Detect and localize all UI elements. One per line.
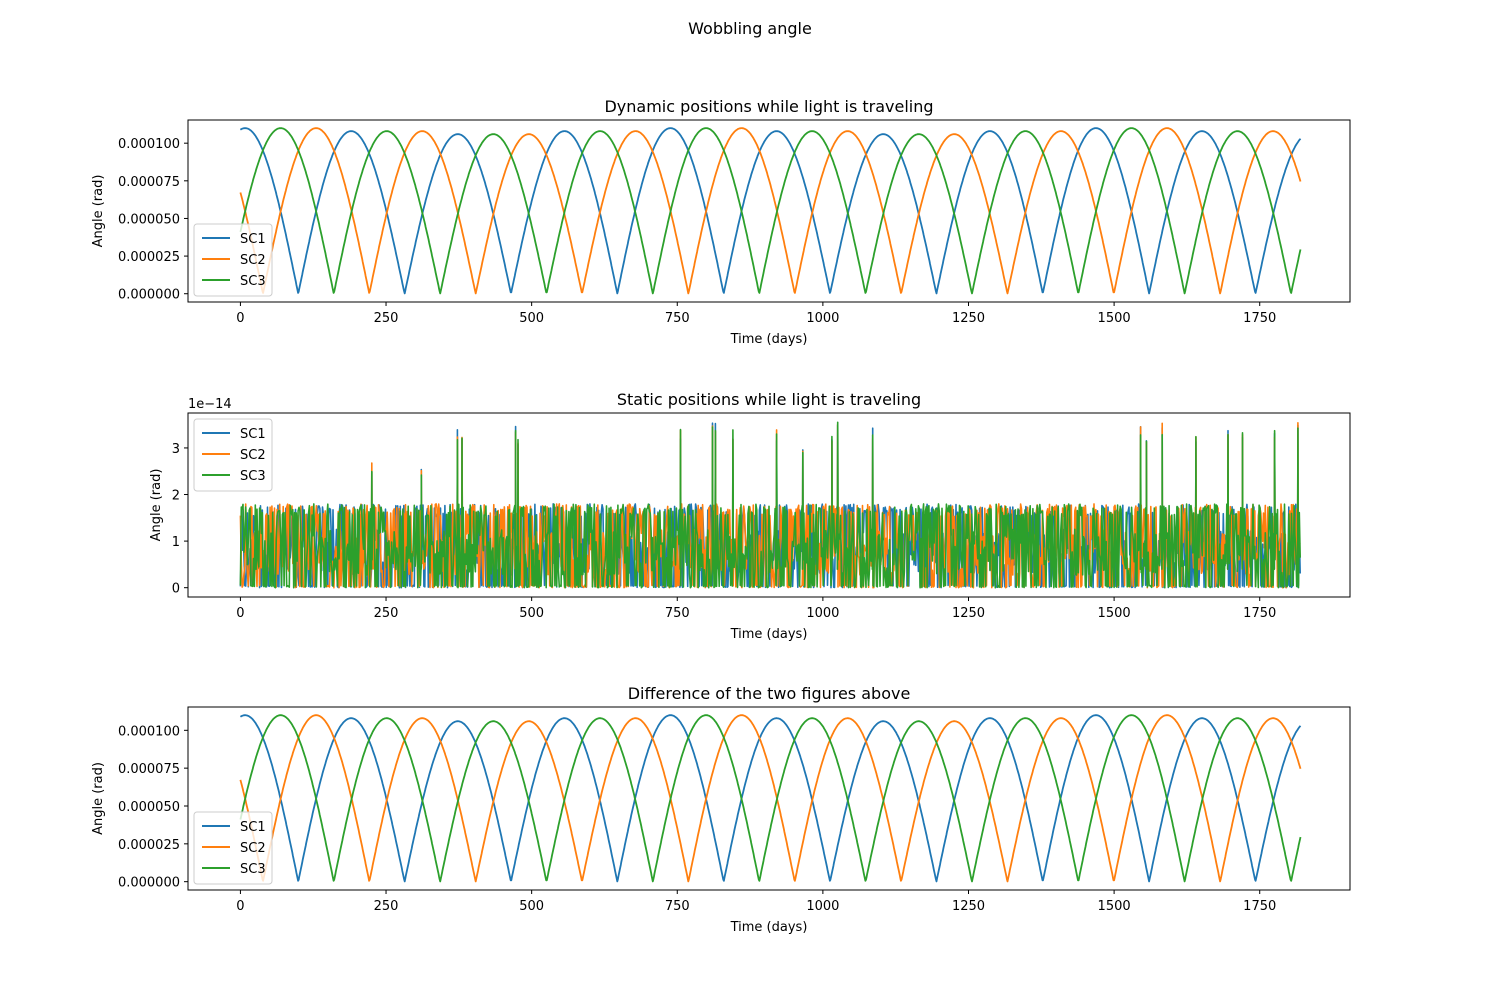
x-tick-label: 1250 — [952, 899, 985, 914]
y-tick-label: 2 — [172, 489, 180, 504]
subplot-title: Static positions while light is travelin… — [617, 390, 921, 409]
series-line-sc3 — [239, 127, 1302, 295]
legend-label-sc3: SC3 — [240, 274, 266, 289]
y-axis-label: Angle (rad) — [91, 175, 106, 248]
legend: SC1 SC2 SC3 — [193, 418, 273, 492]
y-tick-label: 0 — [172, 582, 180, 597]
legend-label-sc1: SC1 — [240, 232, 266, 247]
series-line-sc3 — [239, 421, 1301, 589]
figure-suptitle: Wobbling angle — [688, 19, 812, 38]
x-tick-label: 1000 — [806, 899, 839, 914]
series-line-sc1 — [239, 714, 1302, 883]
x-tick-label: 1250 — [952, 311, 985, 326]
x-tick-label: 1000 — [806, 311, 839, 326]
legend-label-sc3: SC3 — [240, 469, 266, 484]
legend-label-sc3: SC3 — [240, 862, 266, 877]
subplot-title: Difference of the two figures above — [628, 684, 911, 703]
legend: SC1 SC2 SC3 — [193, 223, 273, 297]
x-tick-label: 1750 — [1243, 899, 1276, 914]
x-tick-label: 250 — [374, 311, 399, 326]
legend-box — [193, 811, 273, 885]
x-tick-label: 750 — [665, 311, 690, 326]
y-tick-label: 0.000050 — [118, 212, 180, 227]
y-offset-label: 1e−14 — [188, 397, 232, 412]
x-axis-label: Time (days) — [730, 920, 808, 935]
x-tick-label: 1500 — [1098, 311, 1131, 326]
y-tick-label: 3 — [172, 442, 180, 457]
x-tick-label: 1250 — [952, 606, 985, 621]
x-tick-label: 500 — [519, 311, 544, 326]
series-line-sc3 — [239, 714, 1302, 883]
y-tick-label: 0.000025 — [118, 838, 180, 853]
series-line-sc2 — [239, 127, 1302, 295]
x-tick-label: 0 — [236, 899, 244, 914]
legend-label-sc1: SC1 — [240, 820, 266, 835]
x-tick-label: 1750 — [1243, 311, 1276, 326]
subplot-2: Static positions while light is travelin… — [149, 390, 1351, 642]
subplot-title: Dynamic positions while light is traveli… — [604, 97, 933, 116]
series-line-sc1 — [239, 127, 1302, 295]
x-tick-label: 500 — [519, 899, 544, 914]
legend-label-sc2: SC2 — [240, 841, 266, 856]
axes-frame — [187, 412, 1351, 598]
y-tick-label: 0.000100 — [118, 724, 180, 739]
axes-frame — [187, 706, 1351, 891]
y-tick-label: 0.000050 — [118, 800, 180, 815]
y-tick-label: 0.000000 — [118, 876, 180, 891]
plot-area — [239, 714, 1302, 883]
y-tick-label: 0.000025 — [118, 250, 180, 265]
x-tick-label: 1000 — [806, 606, 839, 621]
legend-box — [193, 223, 273, 297]
legend-box — [193, 418, 273, 492]
subplot-3: Difference of the two figures above 0 250 5… — [91, 684, 1351, 935]
x-tick-label: 0 — [236, 606, 244, 621]
x-tick-label: 250 — [374, 899, 399, 914]
legend: SC1 SC2 SC3 — [193, 811, 273, 885]
x-axis-label: Time (days) — [730, 332, 808, 347]
subplot-1: Dynamic positions while light is traveli… — [91, 97, 1351, 347]
x-tick-label: 500 — [519, 606, 544, 621]
y-axis-label: Angle (rad) — [149, 469, 164, 542]
y-tick-label: 0.000100 — [118, 137, 180, 152]
plot-area — [239, 127, 1302, 295]
x-tick-label: 750 — [665, 899, 690, 914]
x-axis-label: Time (days) — [730, 627, 808, 642]
plot-area — [239, 421, 1301, 589]
x-tick-label: 1500 — [1098, 606, 1131, 621]
y-tick-label: 0.000075 — [118, 762, 180, 777]
legend-label-sc1: SC1 — [240, 427, 266, 442]
y-axis-label: Angle (rad) — [91, 762, 106, 835]
x-tick-label: 1500 — [1098, 899, 1131, 914]
x-tick-label: 250 — [374, 606, 399, 621]
y-tick-label: 0.000000 — [118, 288, 180, 303]
legend-label-sc2: SC2 — [240, 448, 266, 463]
x-tick-label: 0 — [236, 311, 244, 326]
y-tick-label: 0.000075 — [118, 175, 180, 190]
legend-label-sc2: SC2 — [240, 253, 266, 268]
y-tick-label: 1 — [172, 535, 180, 550]
series-line-sc2 — [239, 714, 1302, 883]
x-tick-label: 1750 — [1243, 606, 1276, 621]
axes-frame — [187, 119, 1351, 303]
x-tick-label: 750 — [665, 606, 690, 621]
